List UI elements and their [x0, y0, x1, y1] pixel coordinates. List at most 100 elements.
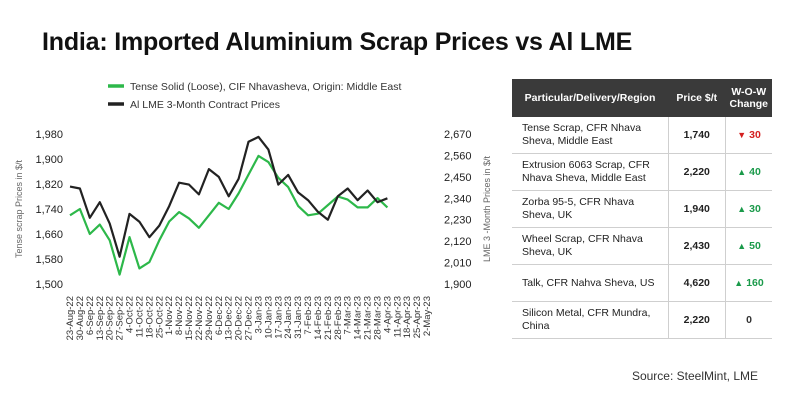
row-particular-line: Talk, CFR Nahva Sheva, US [522, 276, 655, 289]
row-particular-line: Extrusion 6063 Scrap, CFR [522, 159, 650, 171]
row-particular-line: Sheva, UK [522, 209, 573, 221]
row-particular-line: Zorba 95-5, CFR Nhava [522, 196, 635, 208]
row-change-value: 30 [749, 128, 761, 141]
left-tick-label: 1,980 [35, 129, 63, 141]
arrow-up-icon: ▲ [737, 166, 747, 177]
row-particular-line: Wheel Scrap, CFR Nhava [522, 233, 643, 245]
arrow-up-icon: ▲ [734, 277, 744, 288]
left-tick-label: 1,740 [35, 204, 63, 216]
row-particular-line: China [522, 320, 550, 332]
x-tick-label: 20-Dec-22 [234, 296, 245, 340]
x-tick-label: 24-Jan-23 [283, 296, 294, 339]
x-tick-label: 3-Jan-23 [253, 296, 264, 334]
table-row: Extrusion 6063 Scrap, CFR Nhava Sheva, Mi… [512, 153, 772, 191]
left-tick-label: 1,580 [35, 254, 63, 266]
row-particular: Extrusion 6063 Scrap, CFR Nhava Sheva, Mi… [512, 153, 669, 191]
right-tick-label: 2,120 [444, 236, 472, 248]
x-tick-label: 21-Feb-23 [323, 296, 334, 340]
right-tick-label: 2,560 [444, 150, 472, 162]
table-row: Wheel Scrap, CFR Nhava Sheva, UK 2,430 ▲ 50 [512, 227, 772, 265]
right-axis-title: LME 3 -Month Prices in $/t [482, 155, 492, 262]
source-note: Source: SteelMint, LME [631, 369, 758, 383]
row-change-value: 160 [746, 276, 764, 289]
x-tick-label: 11-Apr-23 [392, 296, 403, 338]
row-price: 2,220 [667, 301, 726, 339]
x-tick-label: 11-Oct-22 [134, 296, 145, 338]
legend-label-0: Tense Solid (Loose), CIF Nhavasheva, Ori… [130, 81, 401, 93]
row-price: 2,430 [667, 227, 726, 265]
x-tick-label: 6-Sep-22 [85, 296, 96, 335]
row-particular: Wheel Scrap, CFR Nhava Sheva, UK [512, 227, 669, 265]
series-line-tense-solid [69, 154, 389, 276]
header-change-line-1: W-O-W [731, 86, 767, 98]
row-particular-line: Nhava Sheva, Middle East [522, 172, 646, 184]
x-tick-label: 18-Oct-22 [144, 296, 155, 338]
row-particular-line: Tense Scrap, CFR Nhava [522, 122, 642, 134]
table-body: Tense Scrap, CFR Nhava Sheva, Middle East… [512, 117, 772, 339]
row-particular-line: Sheva, Middle East [522, 135, 613, 147]
left-axis-title: Tense scrap Prices in $/t [14, 159, 24, 258]
x-tick-label: 20-Sep-22 [105, 296, 116, 340]
arrow-up-icon: ▲ [737, 240, 747, 251]
right-tick-label: 2,230 [444, 215, 472, 227]
x-tick-label: 25-Apr-23 [412, 296, 423, 338]
table-row: Silicon Metal, CFR Mundra, China 2,220 0 [512, 301, 772, 339]
header-change-line-2: Change [729, 98, 768, 110]
x-tick-label: 27-Dec-22 [244, 296, 255, 340]
price-change-table: Particular/Delivery/Region Price $/t W-O… [512, 79, 772, 339]
x-tick-label: 29-Nov-22 [204, 296, 215, 340]
row-change: ▲ 50 [725, 227, 772, 265]
right-tick-label: 2,340 [444, 193, 472, 205]
header-change: W-O-W Change [725, 79, 772, 117]
row-change: ▲ 40 [725, 153, 772, 191]
x-tick-label: 10-Jan-23 [263, 296, 274, 339]
row-change: ▲ 160 [725, 264, 772, 302]
series-line-al-lme [69, 135, 388, 258]
x-tick-label: 7-Mar-23 [343, 296, 354, 335]
x-tick-label: 27-Sep-22 [115, 296, 126, 340]
table-row: Tense Scrap, CFR Nhava Sheva, Middle East… [512, 117, 772, 154]
arrow-down-icon: ▼ [737, 129, 747, 140]
x-tick-label: 13-Dec-22 [224, 296, 235, 340]
x-tick-label: 14-Feb-23 [313, 296, 324, 340]
arrow-up-icon: ▲ [737, 203, 747, 214]
x-tick-label: 28-Feb-23 [333, 296, 344, 340]
legend-label-1: Al LME 3-Month Contract Prices [130, 99, 280, 111]
row-particular-line: Sheva, UK [522, 246, 573, 258]
row-particular: Zorba 95-5, CFR Nhava Sheva, UK [512, 190, 669, 228]
x-tick-label: 2-May-23 [422, 296, 433, 336]
page-title: India: Imported Aluminium Scrap Prices v… [42, 28, 633, 56]
x-tick-label: 7-Feb-23 [303, 296, 314, 335]
x-tick-label: 4-Oct-22 [125, 296, 136, 333]
x-tick-label: 8-Nov-22 [174, 296, 185, 335]
row-price: 4,620 [667, 264, 726, 302]
right-tick-label: 2,670 [444, 129, 472, 141]
x-tick-label: 14-Mar-23 [353, 296, 364, 340]
row-change: ▲ 30 [725, 190, 772, 228]
row-change-value: 50 [749, 239, 761, 252]
row-change-value: 0 [746, 313, 752, 326]
row-particular-line: Silicon Metal, CFR Mundra, [522, 307, 651, 319]
x-tick-label: 28-Mar-23 [372, 296, 383, 340]
x-tick-label: 13-Sep-22 [95, 296, 106, 340]
line-chart: Tense Solid (Loose), CIF Nhavasheva, Ori… [14, 81, 492, 340]
row-particular: Tense Scrap, CFR Nhava Sheva, Middle East [512, 117, 669, 154]
x-tick-label: 17-Jan-23 [273, 296, 284, 339]
right-tick-label: 1,900 [444, 279, 472, 291]
header-price: Price $/t [668, 79, 726, 117]
x-tick-label: 18-Apr-23 [402, 296, 413, 338]
header-particular: Particular/Delivery/Region [512, 79, 669, 117]
x-tick-label: 22-Nov-22 [194, 296, 205, 340]
x-tick-label: 30-Aug-22 [75, 296, 86, 340]
x-tick-label: 15-Nov-22 [184, 296, 195, 340]
row-change: 0 [725, 301, 772, 339]
x-tick-label: 31-Jan-23 [293, 296, 304, 339]
table-header-row: Particular/Delivery/Region Price $/t W-O… [512, 79, 772, 117]
row-price: 1,940 [667, 190, 726, 228]
x-tick-label: 21-Mar-23 [363, 296, 374, 340]
row-particular: Silicon Metal, CFR Mundra, China [512, 301, 669, 339]
x-tick-label: 6-Dec-22 [214, 296, 225, 335]
table-row: Zorba 95-5, CFR Nhava Sheva, UK 1,940 ▲ 30 [512, 190, 772, 228]
x-tick-label: 25-Oct-22 [154, 296, 165, 338]
row-change-value: 30 [749, 202, 761, 215]
